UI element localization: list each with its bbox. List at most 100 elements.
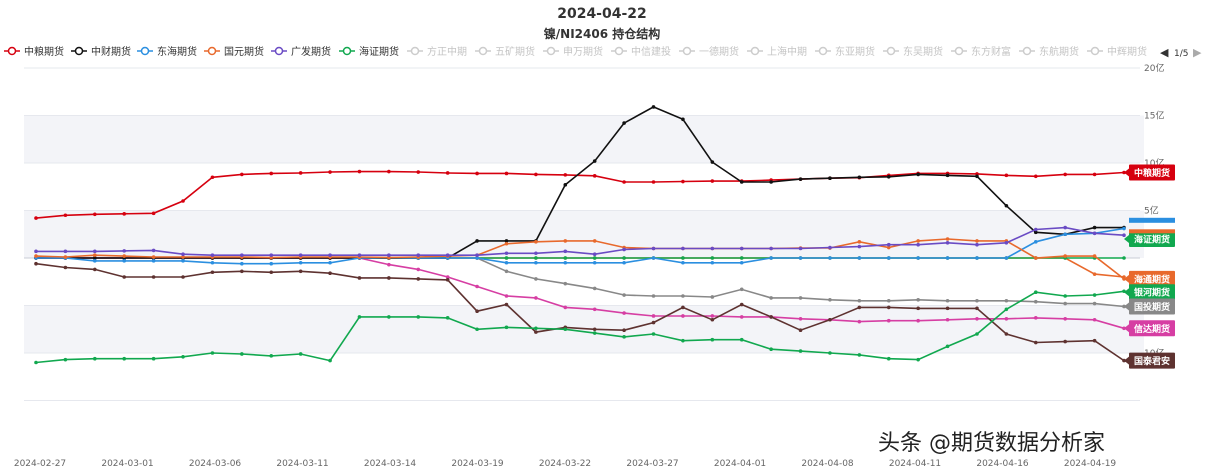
legend-item[interactable]: 国元期货 [204,45,264,58]
legend-label: 中辉期货 [1107,45,1147,58]
data-point [651,294,656,298]
data-point [681,256,685,260]
legend-item[interactable]: 广发期货 [271,45,331,58]
end-tag: 银河期货 [1124,284,1175,301]
data-point [534,260,538,265]
data-point [592,174,597,178]
data-point [769,180,773,184]
data-point [622,260,626,265]
end-tag-pointer [1124,324,1129,333]
legend-item-inactive[interactable]: 中信建投 [611,45,671,58]
data-point [798,349,803,353]
x-tick-label: 2024-04-16 [976,459,1029,469]
data-point [504,294,509,298]
legend-next-icon[interactable]: ▶ [1193,46,1202,59]
data-point [1092,225,1097,230]
data-point [798,256,803,260]
legend-item-inactive[interactable]: 申万期货 [543,45,603,58]
data-point [1004,317,1009,321]
legend-item-inactive[interactable]: 五矿期货 [475,45,535,58]
data-point [1033,299,1038,304]
legend-item-inactive[interactable]: 东亚期货 [815,45,875,58]
legend-item-inactive[interactable]: 东方财富 [951,45,1011,58]
x-tick-label: 2024-03-27 [626,459,678,469]
legend-item-inactive[interactable]: 一德期货 [679,45,739,58]
data-point [504,241,509,246]
end-tag-box [1129,164,1175,181]
data-point [975,306,979,311]
data-point [93,212,97,217]
data-point [1004,332,1009,336]
data-point [93,256,97,260]
data-point [298,352,303,356]
data-point [445,316,450,320]
series-广发期货 [34,225,1126,257]
data-point [681,314,685,318]
legend-marker-icon [140,46,150,56]
data-point [739,180,744,184]
data-point [151,255,156,259]
legend-label: 上海中期 [767,45,807,58]
data-point [1063,294,1067,298]
legend-label: 中信建投 [631,45,671,58]
data-point [622,256,626,260]
x-tick-label: 2024-03-14 [364,459,417,469]
x-tick-label: 2024-03-06 [189,459,242,469]
legend-item-inactive[interactable]: 方正中期 [407,45,467,58]
data-point [592,159,597,163]
data-point [534,240,538,244]
data-point [681,246,685,251]
legend-prev-icon[interactable]: ◀ [1160,46,1169,59]
data-point [945,173,950,178]
x-tick-label: 2024-03-01 [101,459,153,469]
end-tag-box [1129,231,1175,247]
legend-item[interactable]: 海证期货 [339,45,399,58]
data-point [63,255,68,259]
data-point [298,171,303,175]
data-point [445,278,450,282]
end-tag-box [1129,284,1175,301]
data-point [210,253,215,257]
data-point [504,325,509,330]
data-point [1063,232,1067,237]
series-line [35,170,1125,219]
data-point [710,337,715,342]
end-tag-label: 银河期货 [1134,287,1170,299]
end-tag-pointer [1124,356,1129,365]
end-tag-label: 信达期货 [1134,323,1170,335]
data-point [328,271,332,276]
data-point [945,344,950,349]
data-point [151,211,156,216]
data-point [1004,298,1009,303]
data-point [181,259,185,263]
series-line [36,226,1125,256]
legend-pager: ◀ 1/5 ▶ [1160,46,1202,59]
data-point [975,298,979,303]
data-point [269,171,274,176]
data-point [1033,290,1038,295]
legend-item[interactable]: 中财期货 [71,45,131,58]
legend-item[interactable]: 中粮期货 [4,45,64,58]
legend-marker-icon [410,46,420,56]
legend-item-inactive[interactable]: 东吴期货 [883,45,943,58]
data-point [504,302,509,307]
data-point [328,358,332,363]
legend-item-inactive[interactable]: 东航期货 [1019,45,1079,58]
data-point [563,281,568,286]
legend-item-inactive[interactable]: 中辉期货 [1087,45,1147,58]
data-point [1122,358,1126,363]
legend-item[interactable]: 东海期货 [137,45,197,58]
data-point [945,237,950,241]
data-point [828,245,832,250]
end-tag: 海证期货 [1124,231,1175,247]
data-point [475,239,479,243]
data-point [681,260,685,265]
data-point [622,180,626,184]
data-point [1122,256,1126,260]
data-point [534,296,538,300]
data-point [1004,173,1009,178]
end-tag: 信达期货 [1124,320,1175,337]
legend-item-inactive[interactable]: 上海中期 [747,45,807,58]
data-point [1033,240,1038,244]
data-point [269,261,274,266]
